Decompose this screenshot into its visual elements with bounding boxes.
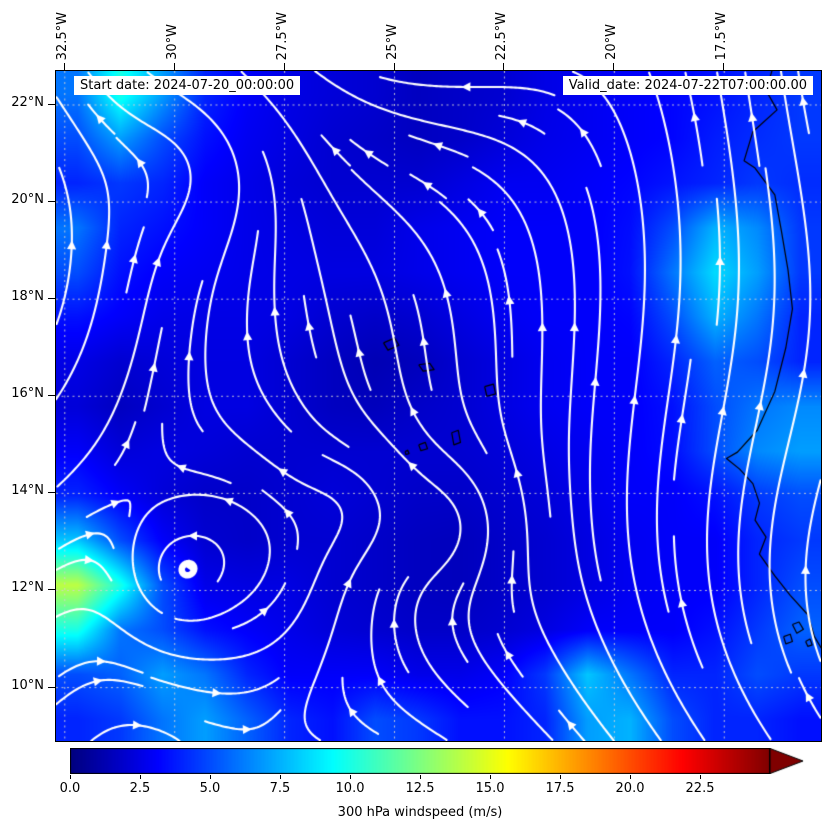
colorbar-tick-label: 7.5 — [269, 781, 291, 796]
y-tick-label: 16°N — [11, 386, 44, 402]
y-tick-mark — [48, 298, 55, 300]
x-tick-mark — [723, 63, 725, 70]
x-tick-label: 32.5°W — [54, 12, 70, 61]
colorbar-tick-label: 20.0 — [615, 781, 645, 796]
colorbar — [70, 748, 805, 774]
colorbar-tick-label: 10.0 — [335, 781, 365, 796]
y-tick-mark — [48, 103, 55, 105]
y-tick-mark — [48, 492, 55, 494]
y-tick-mark — [48, 201, 55, 203]
x-tick-mark — [63, 63, 65, 70]
valid-date-annotation: Valid_date: 2024-07-22T07:00:00.00 — [562, 76, 813, 95]
y-tick-label: 18°N — [11, 289, 44, 305]
map-plot-area: Start date: 2024-07-20_00:00:00 Valid_da… — [55, 70, 822, 742]
y-tick-label: 12°N — [11, 580, 44, 596]
colorbar-label: 300 hPa windspeed (m/s) — [337, 805, 503, 820]
y-tick-mark — [48, 395, 55, 397]
colorbar-tick-label: 5.0 — [199, 781, 221, 796]
colorbar-tick-label: 2.5 — [129, 781, 151, 796]
colorbar-tick-mark — [70, 775, 71, 779]
colorbar-tick-mark — [210, 775, 211, 779]
x-tick-mark — [613, 63, 615, 70]
colorbar-tick-mark — [700, 775, 701, 779]
colorbar-tick-label: 0.0 — [59, 781, 81, 796]
y-tick-label: 10°N — [11, 677, 44, 693]
y-tick-label: 14°N — [11, 483, 44, 499]
x-tick-label: 22.5°W — [494, 12, 510, 61]
y-tick-mark — [48, 686, 55, 688]
x-tick-mark — [283, 63, 285, 70]
colorbar-tick-label: 15.0 — [475, 781, 505, 796]
colorbar-tick-mark — [560, 775, 561, 779]
x-tick-mark — [393, 63, 395, 70]
colorbar-tick-label: 12.5 — [405, 781, 435, 796]
colorbar-tick-mark — [420, 775, 421, 779]
colorbar-tick-label: 22.5 — [685, 781, 715, 796]
start-date-annotation: Start date: 2024-07-20_00:00:00 — [74, 76, 301, 95]
x-tick-label: 17.5°W — [714, 12, 730, 61]
x-tick-mark — [173, 63, 175, 70]
x-tick-label: 27.5°W — [274, 12, 290, 61]
colorbar-tick-mark — [280, 775, 281, 779]
colorbar-canvas — [70, 748, 805, 774]
colorbar-tick-mark — [630, 775, 631, 779]
y-tick-label: 22°N — [11, 94, 44, 110]
x-tick-label: 25°W — [384, 24, 400, 60]
colorbar-tick-mark — [490, 775, 491, 779]
x-tick-label: 20°W — [604, 24, 620, 60]
colorbar-tick-label: 17.5 — [545, 781, 575, 796]
x-tick-label: 30°W — [164, 24, 180, 60]
colorbar-tick-mark — [350, 775, 351, 779]
y-tick-label: 20°N — [11, 192, 44, 208]
y-tick-mark — [48, 589, 55, 591]
colorbar-tick-mark — [140, 775, 141, 779]
windspeed-map-canvas — [56, 71, 821, 741]
x-tick-mark — [503, 63, 505, 70]
